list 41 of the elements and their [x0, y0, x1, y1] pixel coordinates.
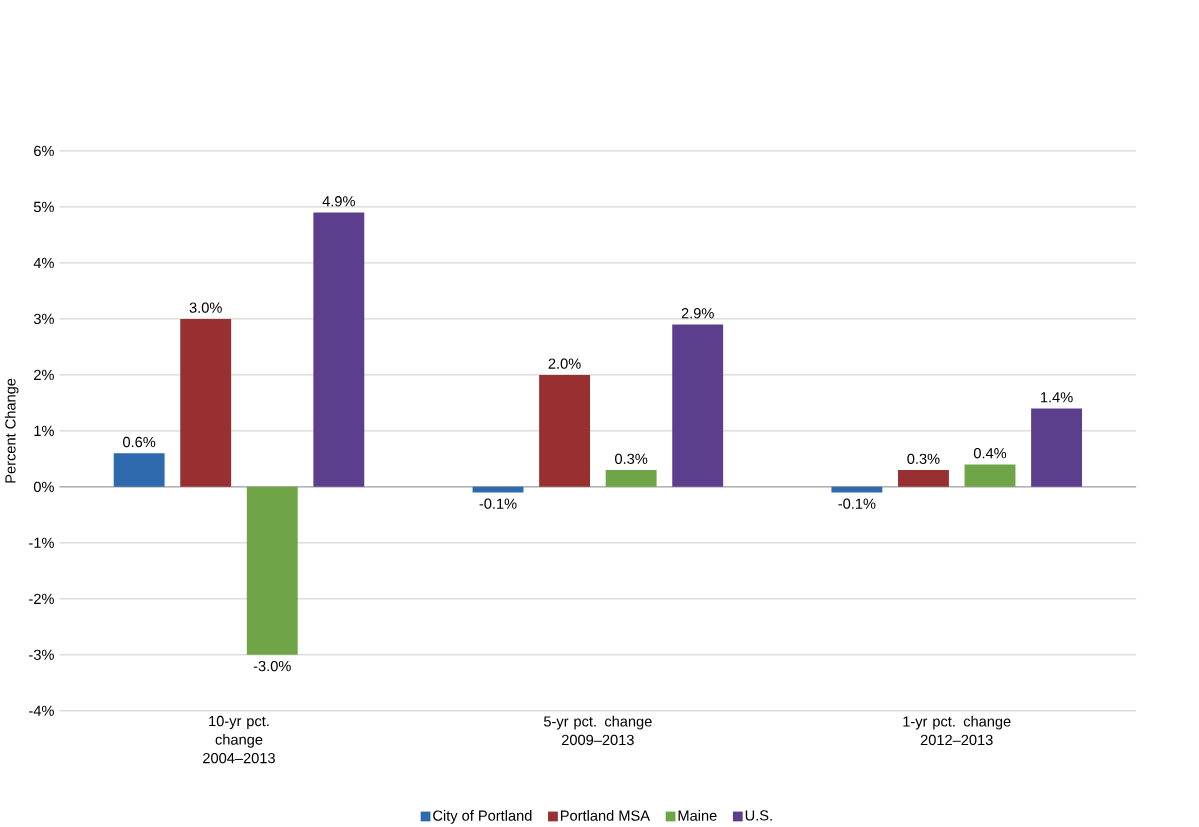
- bar: [246, 486, 298, 655]
- y-tick-label: 3%: [33, 313, 54, 325]
- x-tick-label: 10-yr pct. change 2004–2013: [203, 715, 275, 764]
- y-tick-label: 1%: [34, 425, 54, 437]
- x-tick-label: 5-yr pct. change 2009–2013: [543, 715, 652, 746]
- bar: [898, 470, 949, 487]
- legend-label: U.S.: [745, 810, 772, 821]
- data-label: 0.3%: [615, 453, 648, 465]
- data-label: 0.3%: [907, 453, 940, 465]
- data-label: 1.4%: [1041, 392, 1073, 403]
- y-tick-label: -1%: [29, 537, 54, 549]
- legend-label: City of Portland: [433, 810, 532, 824]
- y-tick-label: 2%: [34, 369, 54, 381]
- y-tick-label: 5%: [33, 201, 54, 213]
- bar: [964, 464, 1016, 487]
- y-tick-label: -2%: [29, 593, 54, 605]
- bar: [1031, 408, 1083, 487]
- y-axis-title: Percent Change: [4, 378, 19, 483]
- y-tick-label: 0%: [33, 481, 54, 493]
- bar: [605, 470, 657, 487]
- data-label: -0.1%: [838, 498, 876, 509]
- y-tick-label: -4%: [29, 705, 54, 717]
- bar: [313, 212, 365, 487]
- data-label: 0.6%: [123, 436, 156, 448]
- data-label: 3.0%: [189, 302, 222, 313]
- data-label: -3.0%: [253, 660, 291, 672]
- bar: [113, 453, 165, 487]
- legend-label: Maine: [678, 810, 717, 821]
- x-tick-label: 1-yr pct. change 2012–2013: [903, 715, 1011, 746]
- y-tick-label: 4%: [33, 257, 54, 269]
- bar: [672, 324, 724, 487]
- data-label: 4.9%: [322, 196, 355, 207]
- bar: [180, 319, 232, 487]
- data-label: 0.4%: [973, 448, 1007, 459]
- data-label: 2.9%: [681, 308, 714, 319]
- y-tick-label: -3%: [29, 649, 54, 661]
- y-tick-label: 6%: [34, 145, 54, 157]
- data-label: -0.1%: [479, 498, 517, 509]
- legend-label: Portland MSA: [560, 810, 650, 821]
- bar: [539, 374, 591, 487]
- data-label: 2.0%: [548, 358, 581, 369]
